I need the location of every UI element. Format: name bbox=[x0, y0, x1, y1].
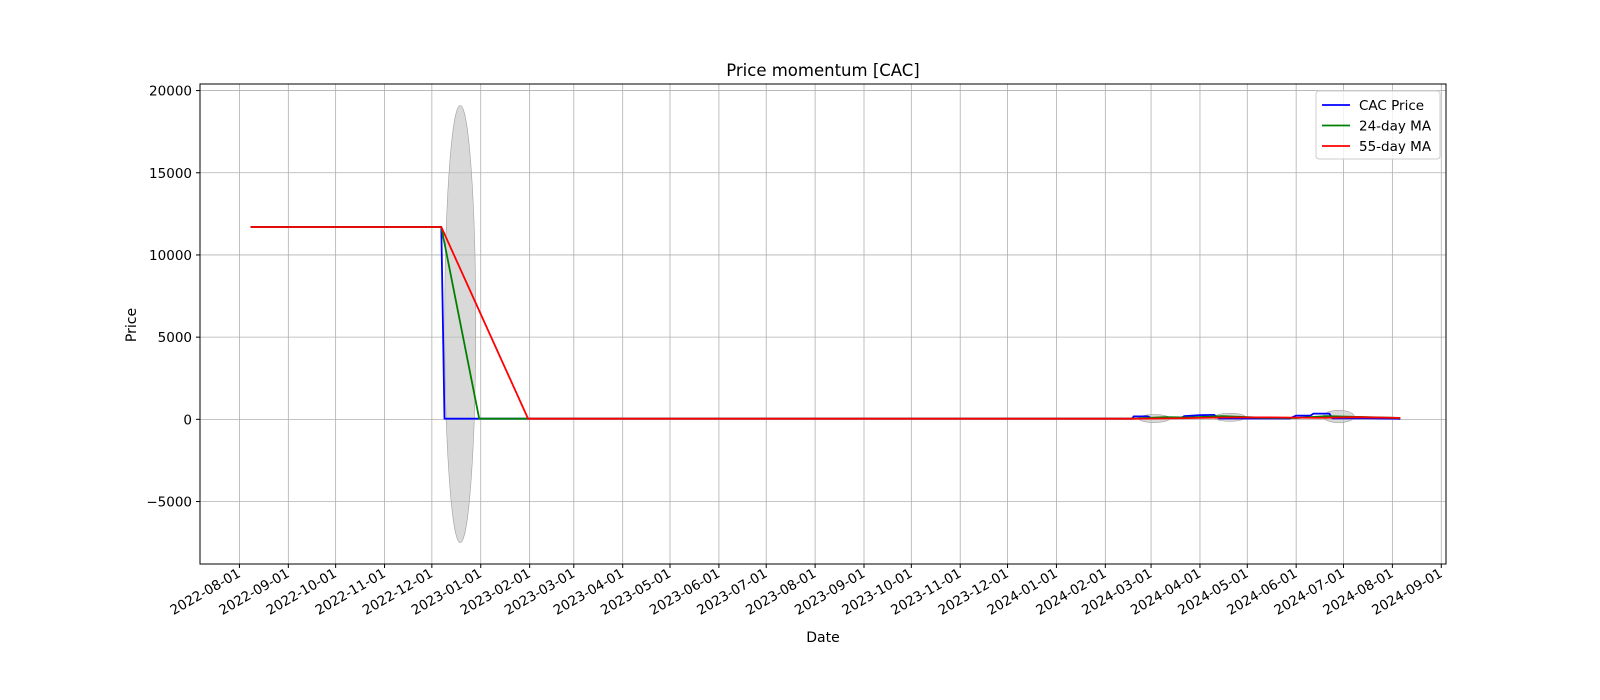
y-tick-label: 10000 bbox=[149, 248, 192, 264]
y-tick-label: 5000 bbox=[158, 330, 192, 346]
plot-area bbox=[200, 84, 1446, 564]
y-tick-label: 15000 bbox=[149, 166, 192, 182]
x-axis-title: Date bbox=[806, 630, 839, 646]
grid-lines bbox=[200, 84, 1446, 564]
y-axis-title: Price bbox=[124, 308, 140, 342]
legend-label: 55-day MA bbox=[1359, 139, 1432, 155]
y-axis: −5000 0 5000 10000 15000 20000 bbox=[146, 84, 200, 511]
legend: CAC Price 24-day MA 55-day MA bbox=[1315, 90, 1441, 160]
series-lines bbox=[250, 226, 1401, 420]
y-tick-label: 0 bbox=[183, 412, 192, 428]
chart-title: Price momentum [CAC] bbox=[726, 61, 920, 80]
y-tick-label: 20000 bbox=[149, 84, 192, 100]
legend-label: CAC Price bbox=[1359, 98, 1424, 114]
y-tick-label: −5000 bbox=[146, 495, 192, 511]
series-line-24-day-ma bbox=[250, 226, 1401, 420]
plot-frame bbox=[199, 83, 1447, 565]
legend-label: 24-day MA bbox=[1359, 119, 1432, 135]
series-line-55-day-ma bbox=[250, 226, 1401, 420]
legend-box bbox=[1315, 90, 1441, 160]
